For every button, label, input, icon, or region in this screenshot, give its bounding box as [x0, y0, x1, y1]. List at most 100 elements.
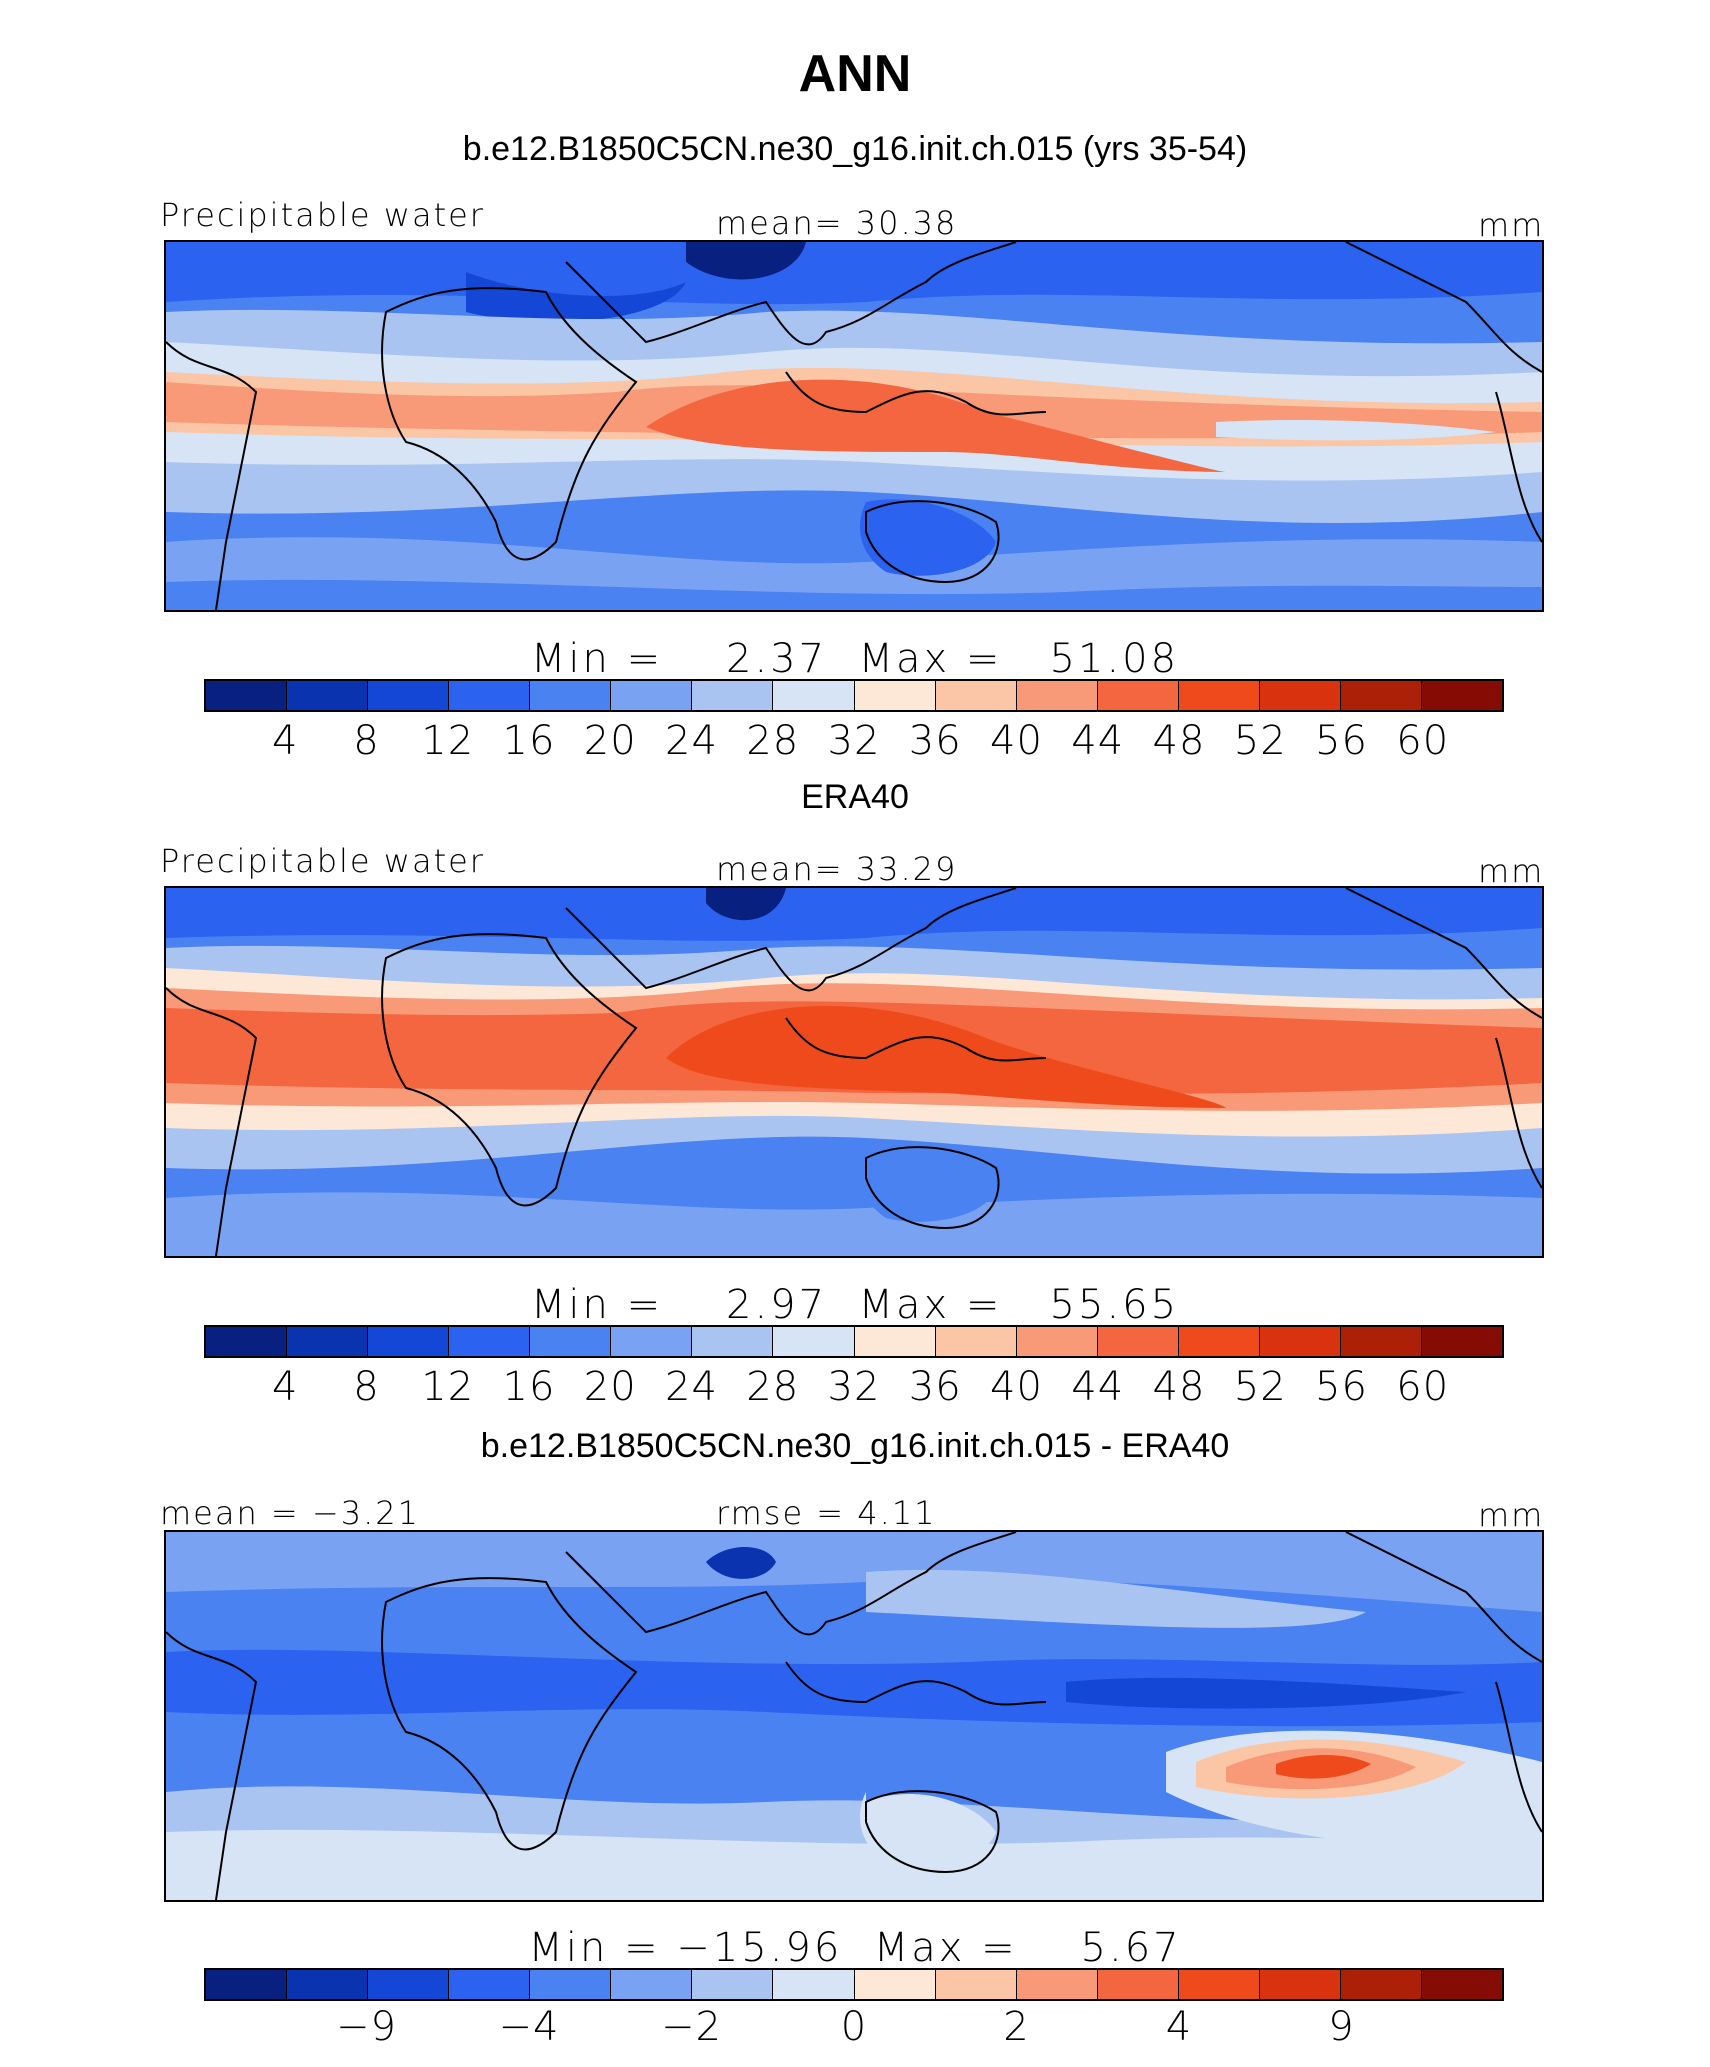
colorbar-tick-label: 4 [1165, 2004, 1193, 2050]
colorbar-tick-label: 40 [990, 718, 1043, 764]
panel-3-unit-label: mm [1478, 1496, 1545, 1534]
colorbar-tick-label: 24 [665, 718, 718, 764]
colorbar-tick-label: 9 [1328, 2004, 1355, 2050]
colorbar-box [773, 1970, 855, 1999]
colorbar-box [1178, 1970, 1260, 1999]
panel-1-heading: b.e12.B1850C5CN.ne30_g16.init.ch.015 (yr… [462, 130, 1248, 168]
colorbar-tick-label: 4 [272, 718, 299, 764]
colorbar-box [287, 1970, 369, 1999]
colorbar-box [206, 681, 288, 710]
colorbar-box [1340, 1970, 1422, 1999]
colorbar-box [935, 1327, 1017, 1356]
colorbar-tick-label: 44 [1071, 718, 1125, 764]
colorbar-box [1340, 1327, 1422, 1356]
colorbar-box [854, 1970, 936, 1999]
panel-1-colorbar-ticks: 4 8 12 16 20 24 28 32 36 40 44 48 52 56 60 [204, 718, 1504, 764]
colorbar-tick-label: −9 [336, 2004, 397, 2050]
colorbar-box [449, 1327, 531, 1356]
panel-3-min-max: Min = −15.96 Max = 5.67 [528, 1925, 1182, 1971]
colorbar-box [1097, 1970, 1179, 1999]
colorbar-box [611, 681, 693, 710]
panel-1-map [164, 240, 1544, 612]
colorbar-box [692, 1327, 774, 1356]
panel-3-rmse-label: rmse = 4.11 [716, 1494, 937, 1532]
colorbar-box [935, 1970, 1017, 1999]
colorbar-tick-label: 24 [665, 1364, 718, 1410]
colorbar-box [530, 1970, 612, 1999]
colorbar-box [1421, 1970, 1502, 1999]
colorbar-tick-label: 32 [827, 1364, 881, 1410]
colorbar-box [1016, 1970, 1098, 1999]
panel-1-unit-label: mm [1478, 206, 1545, 244]
panel-2-variable-label: Precipitable water [160, 842, 485, 880]
panel-2-mean-label: mean= 33.29 [716, 850, 958, 888]
panel-2-min-max: Min = 2.97 Max = 55.65 [530, 1282, 1180, 1328]
colorbar-tick-label: 8 [353, 718, 380, 764]
colorbar-box [692, 681, 774, 710]
colorbar-tick-label: 36 [908, 1364, 962, 1410]
colorbar-tick-label: 0 [840, 2004, 868, 2050]
colorbar-box [1097, 1327, 1179, 1356]
colorbar-box [692, 1970, 774, 1999]
panel-2-colorbar [204, 1325, 1504, 1358]
colorbar-box [287, 1327, 369, 1356]
colorbar-tick-label: 12 [421, 718, 475, 764]
colorbar-box [1421, 681, 1502, 710]
colorbar-tick-label: 28 [746, 718, 800, 764]
colorbar-box [206, 1970, 288, 1999]
panel-2-unit-label: mm [1478, 852, 1545, 890]
colorbar-tick-label: 52 [1233, 1364, 1287, 1410]
colorbar-box [854, 1327, 936, 1356]
figure-title: ANN [798, 45, 912, 103]
colorbar-box [1340, 681, 1422, 710]
colorbar-tick-label: 12 [421, 1364, 475, 1410]
panel-3-map [164, 1530, 1544, 1902]
panel-1-mean-label: mean= 30.38 [716, 204, 958, 242]
colorbar-tick-label: −2 [661, 2004, 722, 2050]
colorbar-box [1097, 681, 1179, 710]
colorbar-tick-label: 28 [746, 1364, 800, 1410]
colorbar-box [449, 1970, 531, 1999]
colorbar-box [611, 1327, 693, 1356]
colorbar-box [1016, 1327, 1098, 1356]
panel-1-colorbar [204, 679, 1504, 712]
panel-2-colorbar-ticks: 4 8 12 16 20 24 28 32 36 40 44 48 52 56 60 [204, 1364, 1504, 1410]
colorbar-box [206, 1327, 288, 1356]
panel-1-variable-label: Precipitable water [160, 196, 485, 234]
colorbar-tick-label: 20 [583, 718, 637, 764]
colorbar-tick-label: 40 [990, 1364, 1043, 1410]
panel-2-map [164, 886, 1544, 1258]
colorbar-box [368, 1970, 450, 1999]
panel-2-heading: ERA40 [801, 778, 909, 816]
colorbar-tick-label: 4 [272, 1364, 299, 1410]
colorbar-tick-label: 44 [1071, 1364, 1125, 1410]
colorbar-tick-label: 48 [1152, 718, 1206, 764]
colorbar-tick-label: 48 [1152, 1364, 1206, 1410]
colorbar-tick-label: 2 [1003, 2004, 1030, 2050]
colorbar-box [449, 681, 531, 710]
colorbar-box [530, 1327, 612, 1356]
colorbar-box [1259, 1327, 1341, 1356]
panel-3-colorbar-ticks: −9 −4 −2 0 2 4 9 [204, 2004, 1504, 2050]
colorbar-box [368, 1327, 450, 1356]
colorbar-box [611, 1970, 693, 1999]
colorbar-box [1259, 1970, 1341, 1999]
colorbar-box [773, 1327, 855, 1356]
colorbar-tick-label: 8 [353, 1364, 380, 1410]
colorbar-tick-label: 36 [908, 718, 962, 764]
colorbar-box [1259, 681, 1341, 710]
panel-3-mean-label: mean = −3.21 [160, 1494, 420, 1532]
colorbar-box [368, 681, 450, 710]
colorbar-tick-label: 20 [583, 1364, 637, 1410]
colorbar-box [773, 681, 855, 710]
colorbar-tick-label: 60 [1396, 1364, 1450, 1410]
panel-3-heading: b.e12.B1850C5CN.ne30_g16.init.ch.015 - E… [480, 1427, 1230, 1465]
colorbar-tick-label: 16 [502, 1364, 556, 1410]
panel-1-min-max: Min = 2.37 Max = 51.08 [530, 636, 1180, 682]
colorbar-box [287, 681, 369, 710]
colorbar-tick-label: 52 [1233, 718, 1287, 764]
colorbar-box [1016, 681, 1098, 710]
colorbar-tick-label: 60 [1396, 718, 1450, 764]
colorbar-box [1178, 1327, 1260, 1356]
colorbar-box [935, 681, 1017, 710]
